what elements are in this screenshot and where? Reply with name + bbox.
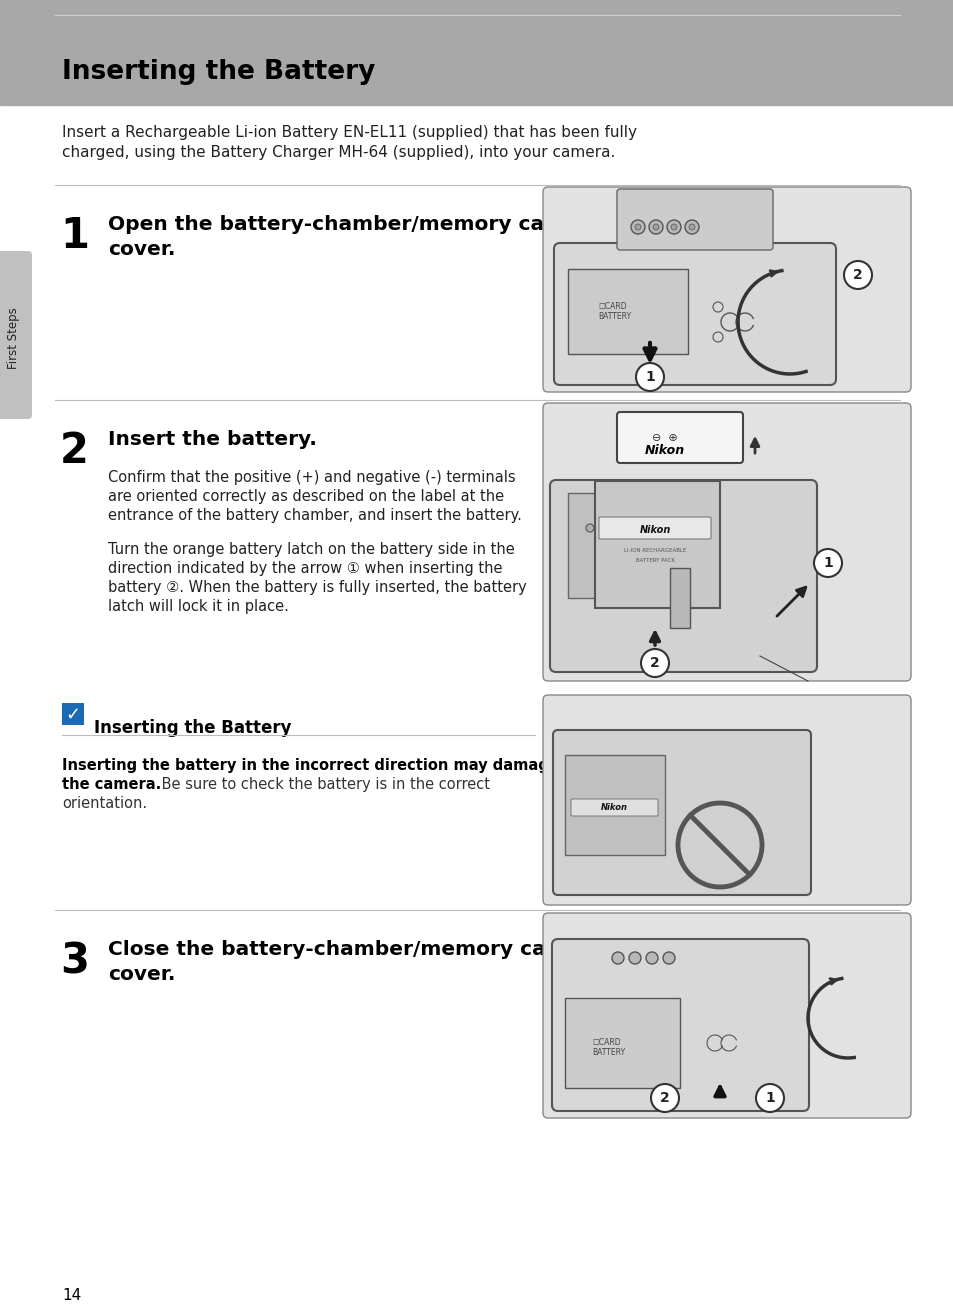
Text: 14: 14 [62,1288,81,1302]
Text: 2: 2 [852,268,862,283]
Text: BATTERY: BATTERY [598,311,631,321]
FancyBboxPatch shape [554,243,835,385]
Text: Confirm that the positive (+) and negative (-) terminals: Confirm that the positive (+) and negati… [108,470,515,485]
Text: Battery latch: Battery latch [762,696,852,710]
Text: charged, using the Battery Charger MH-64 (supplied), into your camera.: charged, using the Battery Charger MH-64… [62,145,615,160]
Text: Inserting the Battery: Inserting the Battery [94,719,292,737]
FancyBboxPatch shape [553,731,810,895]
Circle shape [636,363,663,392]
Bar [567,269,687,353]
Circle shape [640,649,668,677]
Circle shape [645,953,658,964]
Bar [564,756,664,855]
Circle shape [650,1084,679,1112]
Circle shape [712,332,722,342]
Text: 2: 2 [649,656,659,670]
Text: latch will lock it in place.: latch will lock it in place. [108,599,289,614]
FancyBboxPatch shape [552,940,808,1112]
Text: First Steps: First Steps [8,307,20,369]
Circle shape [585,524,594,532]
Circle shape [670,223,677,230]
Text: 1: 1 [60,215,89,258]
FancyBboxPatch shape [542,695,910,905]
Circle shape [603,524,612,532]
Text: BATTERY PACK: BATTERY PACK [635,558,674,564]
Circle shape [678,803,761,887]
Text: ⊖  ⊕: ⊖ ⊕ [652,434,678,443]
Circle shape [688,223,695,230]
Circle shape [843,261,871,289]
Text: Inserting the battery in the incorrect direction may damage: Inserting the battery in the incorrect d… [62,758,558,773]
Circle shape [666,219,680,234]
Circle shape [813,549,841,577]
Text: ✓: ✓ [66,706,80,724]
Text: 3: 3 [60,940,89,982]
Text: Nikon: Nikon [639,526,670,535]
Circle shape [652,223,659,230]
Text: 1: 1 [764,1091,774,1105]
FancyBboxPatch shape [598,516,710,539]
Circle shape [662,953,675,964]
Circle shape [630,219,644,234]
Text: ☐CARD: ☐CARD [592,1038,620,1047]
Circle shape [635,223,640,230]
FancyBboxPatch shape [571,799,658,816]
Circle shape [755,1084,783,1112]
Text: LI-ION RECHARGEABLE: LI-ION RECHARGEABLE [623,548,685,552]
Text: 2: 2 [659,1091,669,1105]
Circle shape [612,953,623,964]
Text: 1: 1 [644,371,654,384]
FancyBboxPatch shape [542,187,910,392]
Text: Open the battery-chamber/memory card slot: Open the battery-chamber/memory card slo… [108,215,618,234]
Bar [62,703,84,725]
Text: are oriented correctly as described on the label at the: are oriented correctly as described on t… [108,489,503,505]
Text: entrance of the battery chamber, and insert the battery.: entrance of the battery chamber, and ins… [108,509,521,523]
Text: cover.: cover. [108,964,175,984]
Text: the camera.: the camera. [62,777,161,792]
Bar [0,0,953,105]
Text: Nikon: Nikon [644,444,684,456]
FancyBboxPatch shape [617,413,742,463]
FancyBboxPatch shape [0,251,32,419]
Text: Insert a Rechargeable Li-ion Battery EN-EL11 (supplied) that has been fully: Insert a Rechargeable Li-ion Battery EN-… [62,125,637,141]
Polygon shape [595,481,720,608]
FancyBboxPatch shape [550,480,816,671]
Circle shape [712,302,722,311]
Text: battery ②. When the battery is fully inserted, the battery: battery ②. When the battery is fully ins… [108,579,526,595]
Text: Close the battery-chamber/memory card slot: Close the battery-chamber/memory card sl… [108,940,619,959]
Bar [564,999,679,1088]
Circle shape [684,219,699,234]
Bar [567,493,672,598]
Text: direction indicated by the arrow ① when inserting the: direction indicated by the arrow ① when … [108,561,502,576]
Text: orientation.: orientation. [62,796,147,811]
Text: cover.: cover. [108,240,175,259]
Text: Turn the orange battery latch on the battery side in the: Turn the orange battery latch on the bat… [108,541,515,557]
Text: Inserting the Battery: Inserting the Battery [62,59,375,85]
Text: Nikon: Nikon [599,803,627,812]
FancyBboxPatch shape [617,189,772,250]
Text: Insert the battery.: Insert the battery. [108,430,316,449]
Bar [669,568,689,628]
Circle shape [621,524,629,532]
FancyBboxPatch shape [542,913,910,1118]
Circle shape [628,953,640,964]
Text: Be sure to check the battery is in the correct: Be sure to check the battery is in the c… [157,777,490,792]
FancyBboxPatch shape [542,403,910,681]
Text: 2: 2 [60,430,89,472]
Text: 1: 1 [822,556,832,570]
Text: ☐CARD: ☐CARD [598,302,626,311]
Circle shape [648,219,662,234]
Text: BATTERY: BATTERY [592,1049,624,1056]
